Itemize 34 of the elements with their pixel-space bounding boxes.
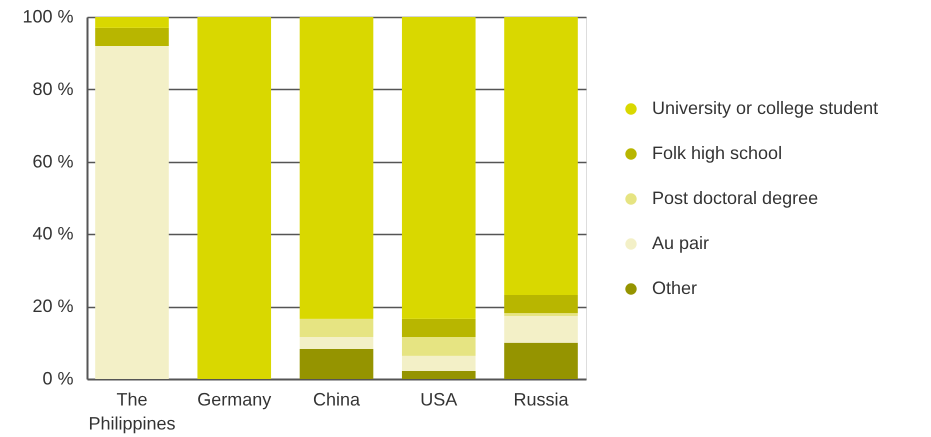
bar	[95, 28, 169, 46]
x-tick-label: USA	[420, 390, 458, 410]
bar	[95, 17, 169, 28]
y-tick-label: 40 %	[32, 224, 74, 244]
x-tick-label: China	[312, 390, 362, 410]
bar	[95, 46, 169, 379]
x-tick-label: The Philippines	[88, 390, 176, 434]
bar	[402, 17, 476, 319]
x-tick-label: Germany	[197, 390, 272, 410]
bar	[197, 17, 272, 379]
legend-label: Au pair	[652, 233, 710, 253]
bar	[504, 313, 578, 316]
legend-label: University or college student	[652, 98, 878, 118]
bar	[300, 348, 374, 379]
bar	[504, 17, 578, 296]
y-tick-label: 100 %	[22, 6, 74, 26]
bar	[504, 342, 578, 379]
bar	[300, 318, 374, 338]
y-tick-label: 60 %	[32, 151, 74, 172]
y-tick-label: 0 %	[42, 368, 74, 388]
bar	[504, 295, 578, 314]
y-tick-label: 20 %	[32, 296, 74, 316]
y-tick-label: 80 %	[32, 78, 74, 99]
bar	[402, 371, 476, 379]
x-tick-label: Russia	[513, 390, 570, 410]
bar	[402, 356, 476, 372]
bar	[300, 337, 374, 349]
bar	[300, 17, 374, 319]
bar	[402, 318, 476, 338]
legend-label: Other	[652, 278, 698, 298]
legend-label: Folk high school	[652, 143, 782, 163]
bar	[402, 337, 476, 356]
bar	[504, 316, 578, 343]
legend-label: Post doctoral degree	[652, 188, 818, 208]
